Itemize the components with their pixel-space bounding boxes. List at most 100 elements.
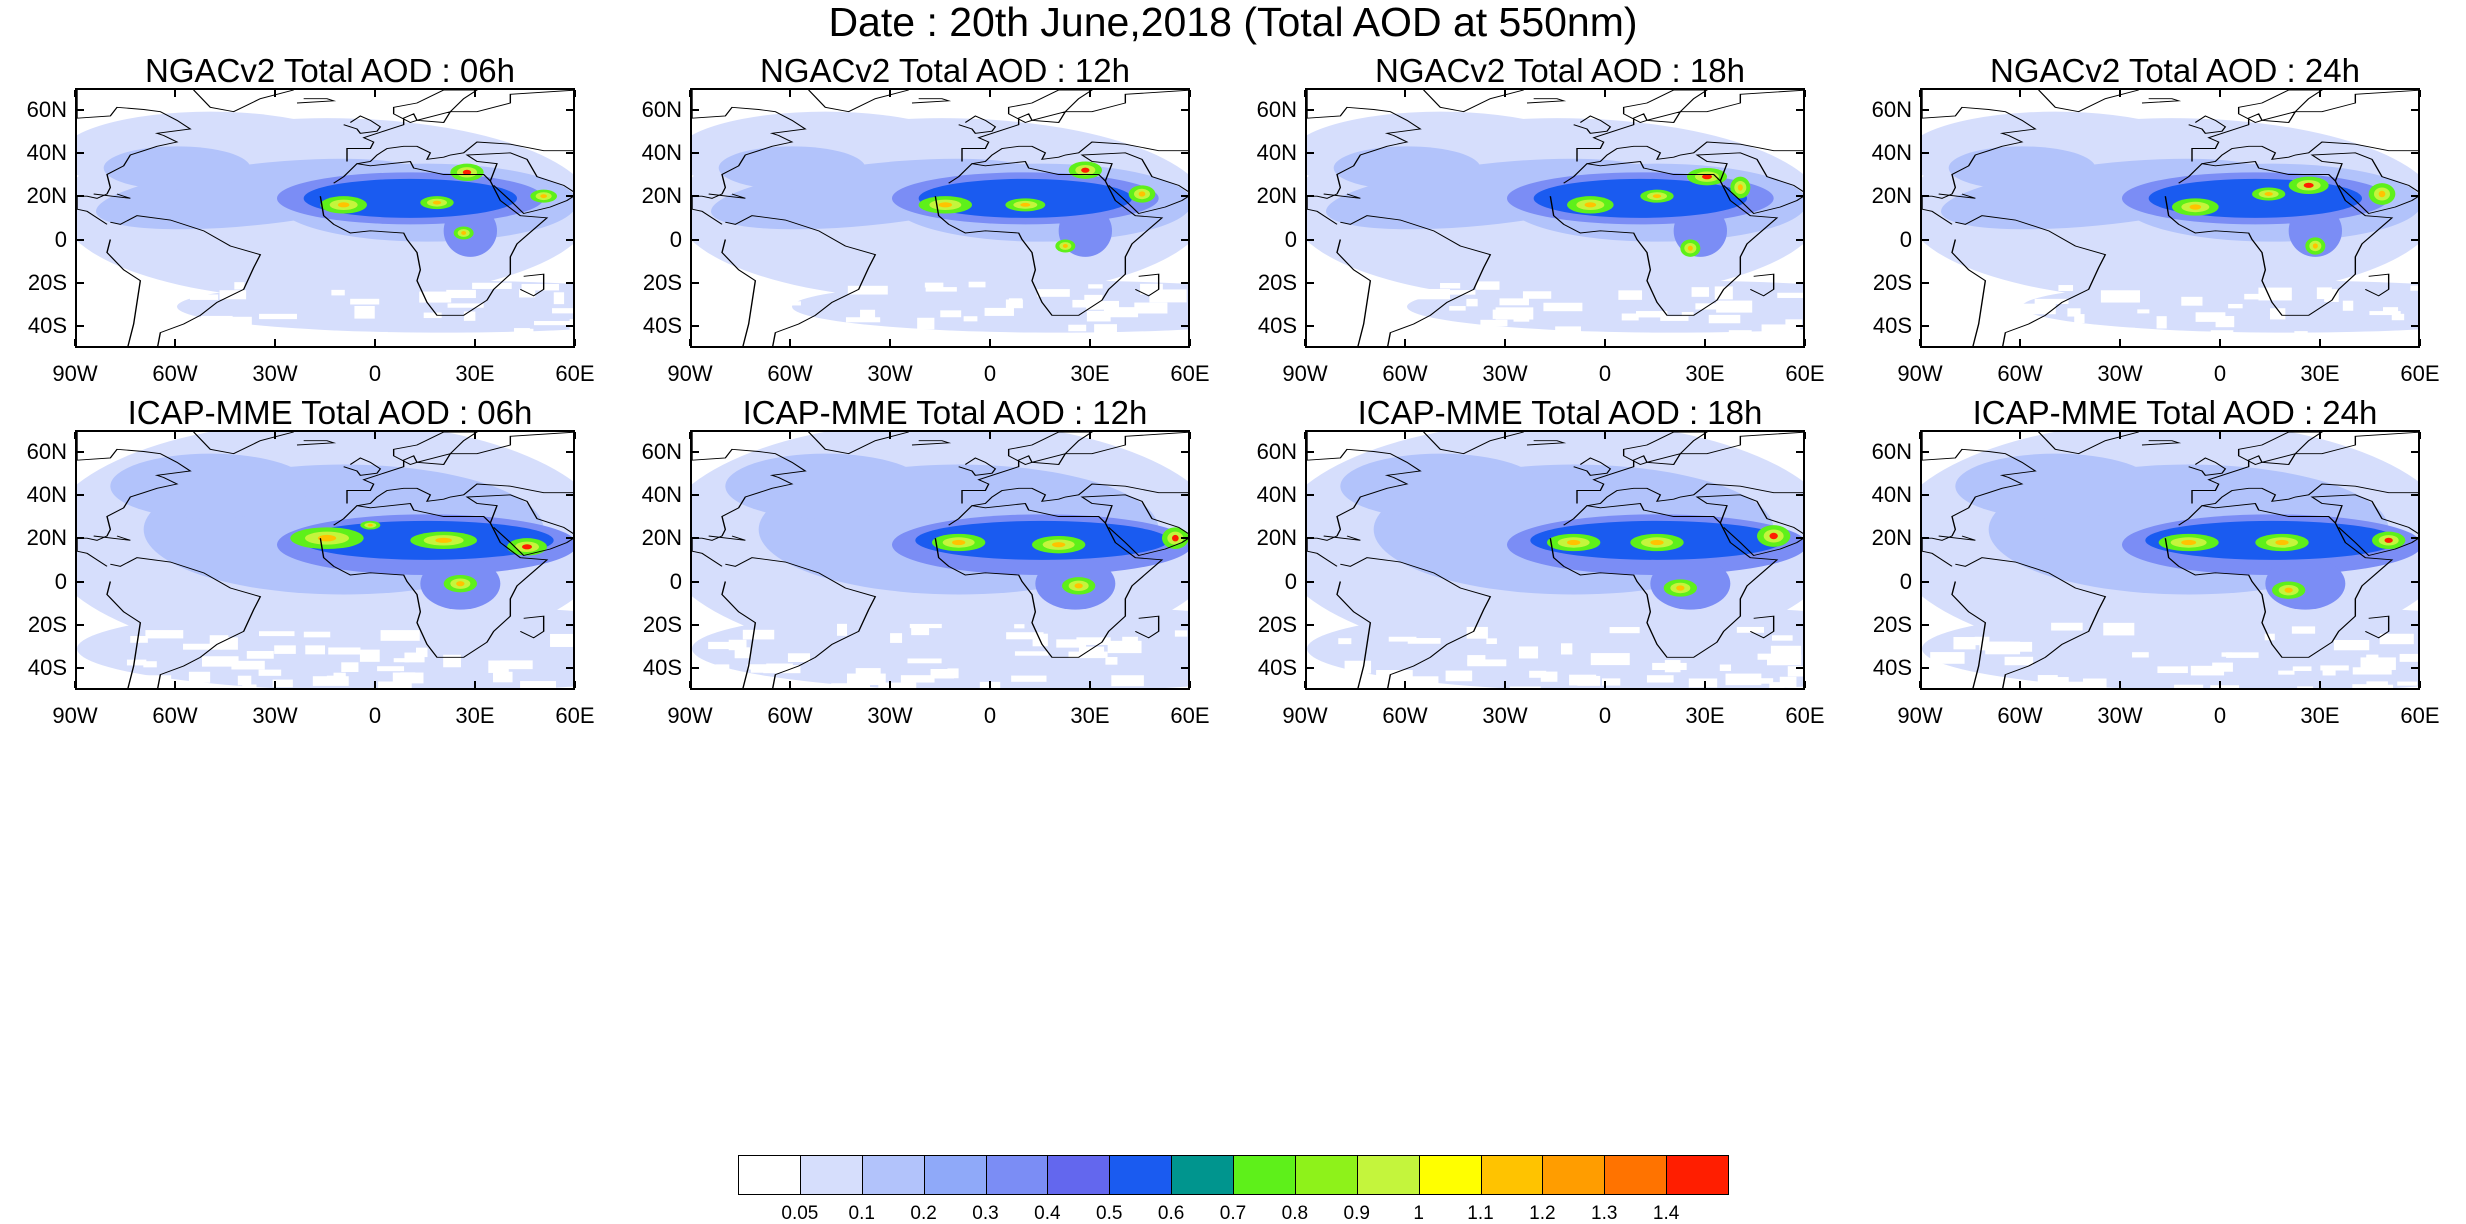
lon-tick-label: 30W — [2097, 703, 2143, 728]
panel-title: ICAP-MME Total AOD : 24h — [1972, 394, 2378, 431]
colorbar-swatch — [1418, 1155, 1482, 1195]
lon-tick-mark — [889, 90, 891, 97]
dust-peak-3-0 — [1737, 184, 1743, 191]
low-aod-patch — [2137, 309, 2150, 314]
lon-tick-label: 90W — [1897, 703, 1943, 728]
lon-tick-label: 60E — [1785, 703, 1825, 728]
lon-tick-mark — [1604, 339, 1606, 346]
lat-tick-mark — [1922, 282, 1929, 284]
low-aod-patch — [2051, 622, 2083, 631]
panel-title: ICAP-MME Total AOD : 12h — [742, 394, 1148, 431]
lon-tick-mark — [574, 681, 576, 688]
lat-tick-mark — [1181, 624, 1188, 626]
lat-tick-mark — [566, 152, 573, 154]
low-aod-patch — [1621, 313, 1639, 321]
low-aod-patch — [1466, 298, 1478, 307]
lat-tick-mark — [1307, 667, 1314, 670]
lon-tick-label: 60W — [1382, 361, 1428, 386]
low-aod-patch — [1014, 624, 1025, 629]
coastline-5 — [958, 115, 997, 134]
lon-tick-label: 90W — [52, 703, 98, 728]
lat-tick-mark — [1307, 195, 1314, 198]
lat-tick-label: 60N — [1871, 438, 1912, 464]
lat-tick-mark — [692, 325, 699, 328]
low-aod-patch — [145, 630, 184, 639]
low-aod-patch — [1979, 641, 2014, 651]
lon-tick-mark — [989, 681, 991, 688]
lon-tick-mark — [2219, 90, 2221, 97]
lon-tick-mark — [689, 432, 691, 439]
coastline-4 — [1307, 432, 1422, 567]
lon-tick-label: 30E — [455, 361, 495, 386]
lat-tick-mark — [1307, 450, 1314, 453]
coastline-5 — [2188, 115, 2227, 134]
colorbar-swatch — [861, 1155, 925, 1195]
coastline-2 — [1576, 90, 1803, 165]
low-aod-patch — [359, 649, 380, 662]
lon-tick-mark — [374, 339, 376, 346]
dust-peak-0-0 — [952, 539, 966, 546]
lat-tick-mark — [2411, 580, 2418, 583]
lon-tick-label: 30E — [2300, 703, 2340, 728]
lat-tick-mark — [1307, 494, 1314, 496]
map-panel-2: NGACv2 Total AOD : 12h 60N 40N 20N 0 20S 40S 90… — [620, 53, 1210, 603]
lat-tick-mark — [1796, 152, 1803, 154]
low-aod-patch — [1660, 316, 1689, 321]
lat-tick-mark — [1307, 282, 1314, 284]
low-aod-patch — [1467, 659, 1507, 667]
coastline-8 — [1134, 615, 1160, 639]
lon-tick-label: 60E — [2400, 703, 2440, 728]
low-aod-patch — [1771, 635, 1793, 641]
lat-tick-mark — [1922, 537, 1929, 540]
lat-tick-mark — [77, 238, 84, 241]
lat-tick-mark — [2411, 325, 2418, 328]
low-aod-patch — [1103, 307, 1139, 318]
low-aod-patch — [1416, 288, 1451, 300]
lon-tick-mark — [989, 90, 991, 97]
low-aod-patch — [1492, 309, 1511, 319]
lon-tick-mark — [2219, 681, 2221, 688]
panel-title: NGACv2 Total AOD : 06h — [145, 52, 515, 89]
coastline-7 — [808, 432, 909, 455]
colorbar-label: 1 — [1413, 1203, 1424, 1224]
low-aod-patch — [345, 345, 380, 346]
low-aod-patch — [2397, 681, 2418, 686]
low-aod-patch — [488, 660, 509, 673]
lon-tick-mark — [689, 681, 691, 688]
lon-tick-mark — [1804, 339, 1806, 346]
lat-tick-mark — [77, 494, 84, 496]
coastline-7 — [1423, 432, 1524, 455]
low-aod-patch — [1779, 676, 1797, 688]
lon-tick-label: 30W — [867, 703, 913, 728]
map-panel-4: NGACv2 Total AOD : 24h 60N 40N 20N 0 20S 40S 90… — [1850, 53, 2440, 603]
low-aod-patch — [1618, 290, 1643, 300]
low-aod-patch — [1652, 662, 1687, 671]
lat-tick-mark — [692, 580, 699, 583]
lon-tick-mark — [789, 681, 791, 688]
lat-tick-label: 20S — [1257, 270, 1297, 295]
dust-peak-0-0 — [1567, 539, 1581, 546]
lon-tick-label: 60W — [1997, 361, 2043, 386]
lat-tick-label: 20S — [1872, 270, 1912, 295]
low-aod-patch — [350, 298, 380, 305]
colorbar-swatch — [1480, 1155, 1544, 1195]
coastline-3 — [2310, 494, 2418, 557]
colorbar-label: 0.1 — [848, 1203, 875, 1224]
lat-tick-mark — [2411, 537, 2418, 540]
lat-tick-mark — [77, 580, 84, 583]
map-panel-3: NGACv2 Total AOD : 18h 60N 40N 20N 0 20S 40S 90… — [1235, 53, 1825, 603]
low-aod-patch — [988, 338, 1010, 343]
lat-tick-mark — [77, 667, 84, 670]
low-aod-patch — [911, 625, 930, 636]
aod-map — [77, 90, 573, 346]
low-aod-patch — [201, 315, 233, 322]
lat-tick-mark — [77, 450, 84, 453]
low-aod-patch — [984, 307, 1014, 316]
lon-tick-mark — [174, 90, 176, 97]
low-aod-patch — [1716, 300, 1753, 313]
lat-tick-mark — [1181, 537, 1188, 540]
coastline-6 — [911, 98, 952, 104]
lat-tick-mark — [2411, 450, 2418, 453]
low-aod-patch — [766, 663, 793, 669]
low-aod-patch — [537, 335, 556, 341]
